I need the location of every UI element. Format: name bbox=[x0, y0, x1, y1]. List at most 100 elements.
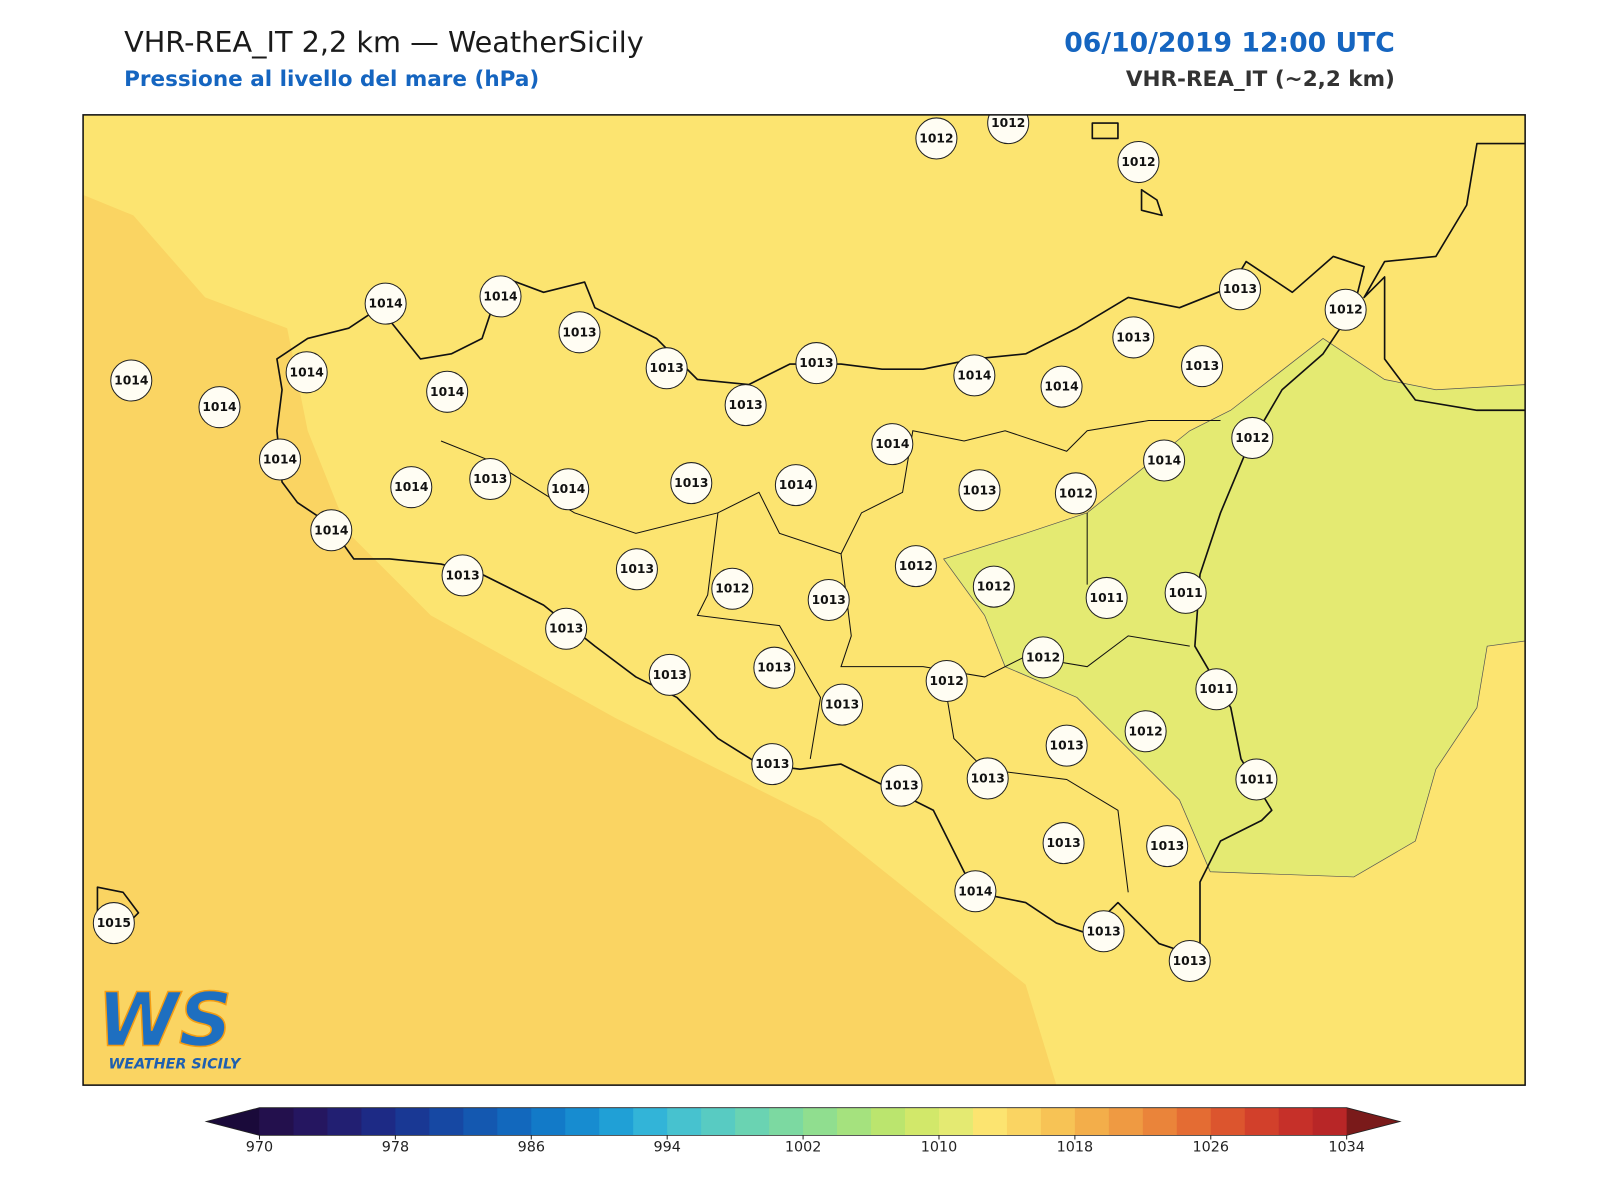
station: 1013 bbox=[648, 653, 691, 696]
station-marker bbox=[1231, 416, 1274, 459]
station: 1013 bbox=[1168, 940, 1211, 983]
field-high bbox=[83, 194, 1057, 1086]
station: 1013 bbox=[1112, 316, 1155, 359]
station: 1011 bbox=[1195, 668, 1238, 711]
station: 1014 bbox=[547, 468, 590, 511]
station-value: 1014 bbox=[290, 365, 324, 379]
station-marker bbox=[958, 469, 1001, 512]
station: 1012 bbox=[987, 114, 1030, 145]
station: 1012 bbox=[1124, 710, 1167, 753]
station-value: 1013 bbox=[757, 661, 791, 675]
colorbar-over bbox=[1346, 1107, 1400, 1136]
colorbar-band bbox=[938, 1107, 974, 1136]
station-marker bbox=[925, 660, 968, 703]
map: 1012 1012 1012 1013 1012 1014 1014 1013 1013 1013… bbox=[83, 114, 1526, 1086]
station-marker bbox=[915, 117, 958, 160]
colorbar: 970 978 986 994 1002 1010 1018 1026 1034 bbox=[204, 1107, 1402, 1156]
station-marker bbox=[547, 468, 590, 511]
station-value: 1013 bbox=[1223, 282, 1257, 296]
station-marker bbox=[558, 311, 601, 354]
station-value: 1013 bbox=[473, 472, 507, 486]
station-value: 1014 bbox=[1147, 454, 1181, 468]
subtitle: Pressione al livello del mare (hPa) bbox=[124, 67, 539, 92]
colorbar-band bbox=[701, 1107, 736, 1136]
station-marker bbox=[751, 743, 794, 786]
station: 1012 bbox=[1117, 141, 1160, 184]
station-marker bbox=[390, 466, 433, 509]
station-marker bbox=[441, 554, 484, 597]
station-value: 1013 bbox=[962, 483, 996, 497]
station-value: 1014 bbox=[957, 368, 991, 382]
station: 1012 bbox=[1054, 472, 1097, 515]
colorbar-band bbox=[1006, 1107, 1042, 1136]
station: 1015 bbox=[92, 902, 135, 945]
station-value: 1013 bbox=[825, 698, 859, 712]
station-marker bbox=[774, 464, 817, 507]
station-value: 1012 bbox=[1121, 155, 1155, 169]
station: 1014 bbox=[1143, 439, 1186, 482]
station-marker bbox=[645, 347, 688, 390]
station-marker bbox=[1164, 571, 1207, 614]
station-value: 1013 bbox=[1086, 924, 1120, 938]
station-marker bbox=[880, 764, 923, 807]
colorbar-band bbox=[972, 1107, 1008, 1136]
station-marker bbox=[1117, 141, 1160, 184]
station: 1012 bbox=[972, 565, 1015, 608]
station-value: 1014 bbox=[394, 480, 428, 494]
province-borders bbox=[440, 419, 1221, 893]
station-value: 1013 bbox=[799, 356, 833, 370]
station: 1013 bbox=[441, 554, 484, 597]
station-value: 1015 bbox=[97, 916, 131, 930]
station: 1014 bbox=[285, 351, 328, 394]
station: 1011 bbox=[1085, 576, 1128, 619]
colorbar-tick-label: 978 bbox=[382, 1140, 409, 1156]
station-value: 1013 bbox=[674, 476, 708, 490]
colorbar-band bbox=[327, 1107, 362, 1136]
station: 1014 bbox=[258, 438, 302, 481]
map-frame bbox=[82, 114, 1526, 1086]
station-value: 1014 bbox=[369, 297, 403, 311]
station: 1013 bbox=[753, 646, 796, 689]
station-marker bbox=[871, 423, 914, 466]
station-marker bbox=[894, 545, 937, 588]
station: 1014 bbox=[310, 509, 353, 552]
station-value: 1014 bbox=[263, 452, 297, 466]
colorbar-band bbox=[871, 1107, 906, 1136]
station: 1011 bbox=[1164, 571, 1207, 614]
station: 1013 bbox=[880, 764, 923, 807]
station-marker bbox=[1324, 288, 1367, 331]
station-value: 1013 bbox=[549, 622, 583, 636]
colorbar-tick-label: 1018 bbox=[1057, 1140, 1094, 1156]
station: 1012 bbox=[925, 660, 968, 703]
station-value: 1014 bbox=[430, 385, 464, 399]
station: 1014 bbox=[871, 423, 914, 466]
colorbar-band bbox=[1312, 1107, 1348, 1136]
station-marker bbox=[426, 370, 469, 413]
station: 1014 bbox=[953, 354, 996, 397]
station-value: 1012 bbox=[1026, 650, 1060, 664]
station: 1014 bbox=[198, 386, 241, 429]
station-value: 1014 bbox=[1044, 380, 1078, 394]
sicily-coast bbox=[276, 255, 1365, 955]
station: 1013 bbox=[670, 462, 713, 505]
colorbar-band bbox=[531, 1107, 566, 1136]
colorbar-band bbox=[1210, 1107, 1246, 1136]
station-value: 1012 bbox=[1059, 486, 1093, 500]
station-value: 1013 bbox=[729, 398, 763, 412]
station-marker bbox=[285, 351, 328, 394]
station-value: 1013 bbox=[562, 325, 596, 339]
station: 1013 bbox=[751, 743, 794, 786]
station-marker bbox=[711, 567, 754, 610]
colorbar-tick-label: 1002 bbox=[785, 1140, 822, 1156]
station: 1014 bbox=[1040, 365, 1083, 408]
station: 1013 bbox=[1045, 724, 1088, 767]
station-value: 1013 bbox=[1116, 330, 1150, 344]
station: 1013 bbox=[1082, 910, 1125, 953]
station-value: 1013 bbox=[620, 562, 654, 576]
colorbar-band bbox=[1244, 1107, 1280, 1136]
station: 1013 bbox=[821, 683, 864, 726]
station-marker bbox=[258, 438, 302, 481]
station-value: 1013 bbox=[650, 361, 684, 375]
station-value: 1013 bbox=[445, 568, 479, 582]
